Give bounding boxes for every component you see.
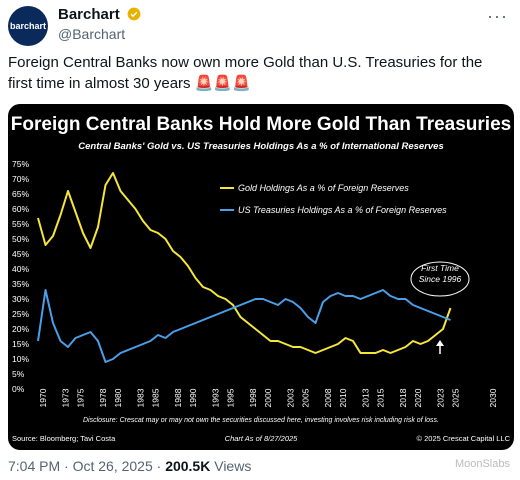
chart-subtitle: Central Banks' Gold vs. US Treasuries Ho… xyxy=(78,141,444,152)
legend-gold-label: Gold Holdings As a % of Foreign Reserves xyxy=(238,183,409,193)
x-tick-label: 2025 xyxy=(451,388,461,407)
views-label: Views xyxy=(210,458,252,474)
x-tick-label: 1998 xyxy=(248,388,258,407)
y-tick-label: 45% xyxy=(12,249,29,259)
tweet-footer: 7:04 PM · Oct 26, 2025 · 200.5K Views xyxy=(8,458,251,474)
x-tick-label: 2020 xyxy=(413,388,423,407)
x-tick-label: 2015 xyxy=(376,388,386,407)
as-of-text: Chart As of 8/27/2025 xyxy=(225,434,299,443)
y-tick-label: 70% xyxy=(12,174,29,184)
chart-title: Foreign Central Banks Hold More Gold Tha… xyxy=(11,114,511,135)
annotation: First Time Since 1996 xyxy=(410,261,470,354)
y-tick-label: 35% xyxy=(12,279,29,289)
annotation-text: First Time Since 1996 xyxy=(419,263,462,284)
x-tick-label: 1970 xyxy=(38,388,48,407)
views-count: 200.5K xyxy=(165,458,211,474)
x-tick-label: 1995 xyxy=(226,388,236,407)
x-tick-label: 2013 xyxy=(361,388,371,407)
y-tick-label: 40% xyxy=(12,264,29,274)
tweet-image[interactable]: Foreign Central Banks Hold More Gold Tha… xyxy=(8,104,514,450)
avatar[interactable]: barchart xyxy=(8,6,48,46)
more-options-icon[interactable]: ··· xyxy=(487,6,508,26)
siren-emoji: 🚨🚨🚨 xyxy=(194,75,251,92)
treasury-series-line xyxy=(37,289,451,363)
y-tick-label: 20% xyxy=(12,324,29,334)
disclosure-text: Disclosure: Crescat may or may not own t… xyxy=(83,417,439,424)
x-tick-label: 1980 xyxy=(113,388,123,407)
tweet-body: Foreign Central Banks now own more Gold … xyxy=(8,54,483,92)
x-tick-label: 1993 xyxy=(211,388,221,407)
x-tick-label: 1990 xyxy=(188,388,198,407)
verified-badge-icon xyxy=(127,7,141,21)
x-tick-label: 2023 xyxy=(436,388,446,407)
x-tick-label: 2018 xyxy=(398,388,408,407)
timestamp[interactable]: 7:04 PM · Oct 26, 2025 · xyxy=(8,458,166,474)
x-tick-label: 2010 xyxy=(338,388,348,407)
y-tick-label: 60% xyxy=(12,204,29,214)
x-tick-label: 2030 xyxy=(488,388,498,407)
tweet-text: Foreign Central Banks now own more Gold … xyxy=(8,52,508,94)
y-tick-label: 25% xyxy=(12,309,29,319)
annotation-arrow-head xyxy=(436,340,444,346)
avatar-logo-text: barchart xyxy=(9,21,46,31)
x-tick-label: 1973 xyxy=(61,388,71,407)
y-tick-label: 5% xyxy=(12,369,25,379)
chart: Foreign Central Banks Hold More Gold Tha… xyxy=(11,114,511,443)
source-text: Source: Bloomberg; Tavi Costa xyxy=(12,434,116,443)
y-tick-label: 30% xyxy=(12,294,29,304)
copyright-text: © 2025 Crescat Capital LLC xyxy=(417,434,511,443)
x-tick-label: 2003 xyxy=(286,388,296,407)
x-tick-label: 2008 xyxy=(323,388,333,407)
y-tick-label: 75% xyxy=(12,159,29,169)
x-tick-label: 1985 xyxy=(151,388,161,407)
author-block: Barchart @Barchart xyxy=(58,6,141,42)
y-tick-label: 65% xyxy=(12,189,29,199)
display-name[interactable]: Barchart xyxy=(58,6,120,23)
handle[interactable]: @Barchart xyxy=(58,26,126,42)
legend-treasury-label: US Treasuries Holdings As a % of Foreign… xyxy=(238,205,447,215)
y-tick-label: 0% xyxy=(12,384,25,394)
legend: Gold Holdings As a % of Foreign Reserves… xyxy=(220,183,447,215)
tweet-header: barchart Barchart @Barchart ··· xyxy=(8,6,512,46)
x-tick-label: 2005 xyxy=(301,388,311,407)
y-tick-label: 50% xyxy=(12,234,29,244)
gold-series-line xyxy=(37,172,452,354)
x-tick-label: 1978 xyxy=(98,388,108,407)
y-tick-label: 15% xyxy=(12,339,29,349)
watermark: MoonSlabs xyxy=(454,458,510,470)
y-tick-label: 55% xyxy=(12,219,29,229)
y-tick-label: 10% xyxy=(12,354,29,364)
x-tick-label: 2000 xyxy=(263,388,273,407)
annotation-circle xyxy=(410,261,470,297)
x-tick-label: 1988 xyxy=(173,388,183,407)
x-tick-label: 1975 xyxy=(76,388,86,407)
x-tick-label: 1983 xyxy=(136,388,146,407)
